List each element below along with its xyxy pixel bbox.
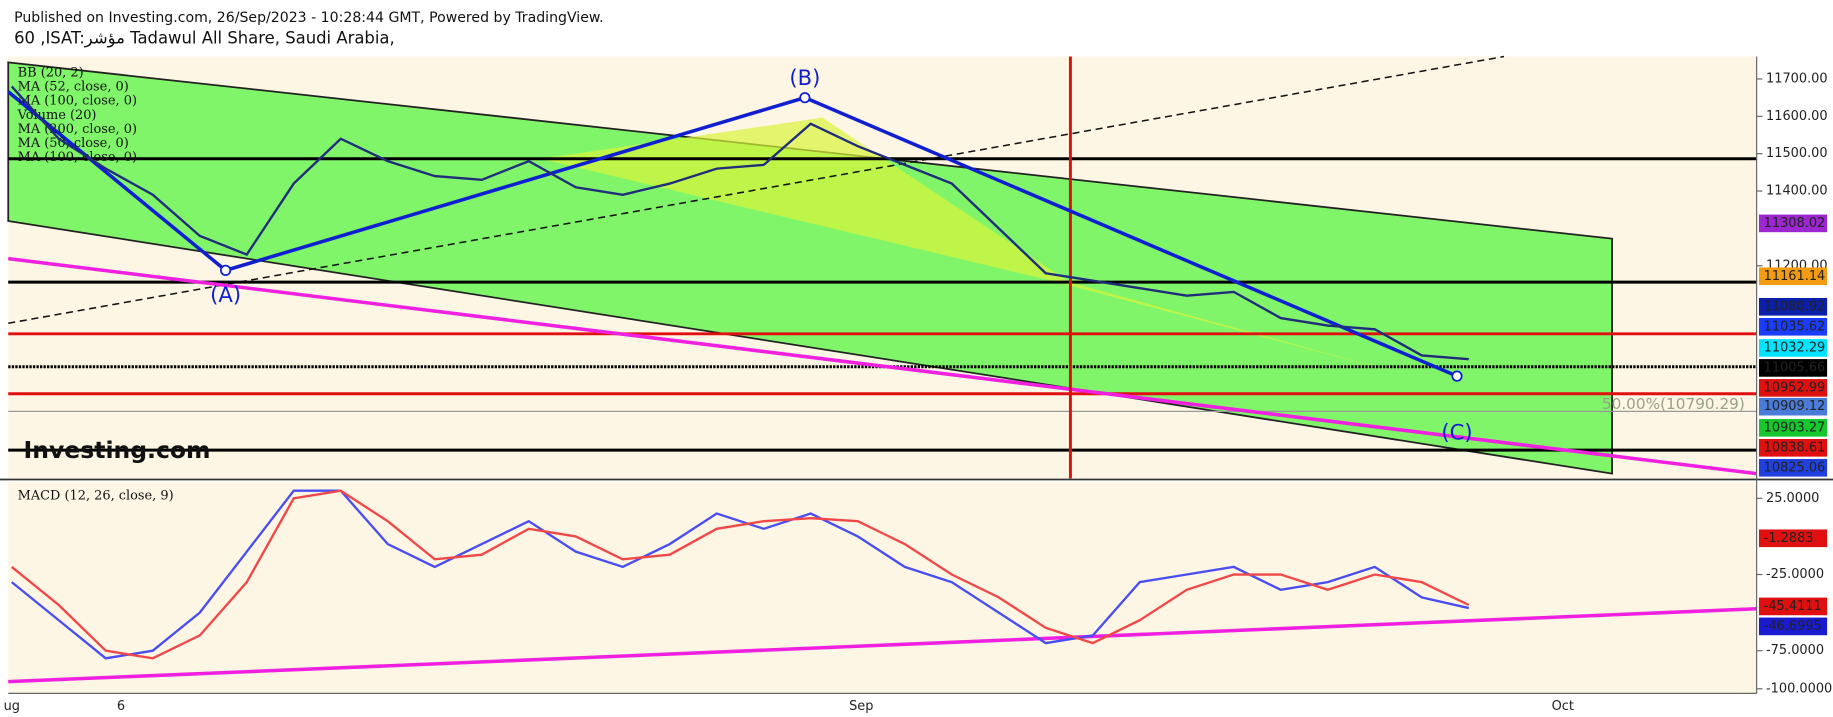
price-tag-label: 11080.92 bbox=[1764, 299, 1826, 314]
macd-line bbox=[11, 489, 1470, 660]
price-tag-label: 10909.12 bbox=[1764, 399, 1826, 414]
macd-pane bbox=[8, 481, 1757, 694]
y-tick-label: -75.0000 bbox=[1766, 643, 1824, 658]
wave-point bbox=[1451, 370, 1463, 382]
watermark: Investing.com bbox=[24, 436, 211, 464]
price-tag bbox=[1758, 419, 1828, 437]
price-tag bbox=[1758, 597, 1828, 616]
price-tag-label: 11161.14 bbox=[1764, 269, 1826, 284]
wave-label: (B) bbox=[789, 65, 820, 90]
price-tag bbox=[1758, 317, 1828, 336]
fib-label: 50.00%(10790.29) bbox=[1602, 395, 1745, 413]
price-tag bbox=[1758, 267, 1828, 286]
price-tag-label: 10952.99 bbox=[1764, 380, 1826, 395]
price-tag bbox=[1758, 339, 1828, 357]
y-tick-label: -100.0000 bbox=[1766, 681, 1832, 696]
y-tick-label: -25.0000 bbox=[1766, 567, 1824, 582]
price-tag bbox=[1758, 458, 1828, 477]
macd-line bbox=[11, 489, 1470, 660]
price-tag-label: 10825.06 bbox=[1764, 460, 1826, 475]
price-tag-label: 11032.29 bbox=[1764, 340, 1826, 355]
y-tick-label: 25.0000 bbox=[1766, 491, 1819, 506]
price-line bbox=[10, 85, 1469, 361]
wave-label: (A) bbox=[210, 282, 241, 307]
price-tag-label: 10903.27 bbox=[1764, 420, 1826, 435]
header: Published on Investing.com, 26/Sep/2023 … bbox=[14, 10, 604, 26]
indicator-label: MA (100, close, 0) bbox=[18, 150, 137, 165]
price-tag bbox=[1758, 214, 1828, 233]
y-tick-label: 11400.00 bbox=[1766, 184, 1828, 199]
indicator-label: MA (52, close, 0) bbox=[18, 80, 129, 95]
price-tag-label: -45.4111 bbox=[1764, 599, 1822, 614]
indicator-label: MA (200, close, 0) bbox=[18, 122, 137, 137]
macd-title: MACD (12, 26, close, 9) bbox=[18, 488, 174, 503]
price-tag-label: 11035.62 bbox=[1764, 319, 1826, 334]
wave-lines bbox=[7, 90, 1458, 378]
y-tick-label: 11500.00 bbox=[1766, 146, 1828, 161]
price-tag bbox=[1758, 529, 1828, 548]
price-tag-label: -46.6995 bbox=[1764, 619, 1822, 634]
y-tick-label: 11600.00 bbox=[1766, 109, 1828, 124]
x-tick-label: Oct bbox=[1552, 699, 1574, 714]
magenta-trend bbox=[8, 256, 1757, 476]
wave-label: (C) bbox=[1441, 420, 1472, 445]
price-tag-label: 11005.66 bbox=[1764, 360, 1826, 375]
price-tag bbox=[1758, 438, 1828, 457]
magenta-trend bbox=[8, 607, 1757, 684]
indicator-label: MA (50, close, 0) bbox=[18, 136, 129, 151]
x-tick-label: ug bbox=[4, 699, 20, 714]
price-tag bbox=[1758, 359, 1828, 377]
title: 60 ,ISAT:مؤشر Tadawul All Share, Saudi A… bbox=[14, 28, 395, 48]
indicator-label: BB (20, 2) bbox=[18, 65, 84, 80]
indicator-label: Volume (20) bbox=[17, 108, 97, 123]
x-tick-label: Sep bbox=[849, 699, 873, 714]
price-tag-label: 10838.61 bbox=[1764, 440, 1826, 455]
dashed-trend bbox=[8, 55, 1505, 325]
x-tick-label: 6 bbox=[117, 699, 125, 714]
price-tag bbox=[1758, 379, 1828, 397]
wave-point bbox=[220, 264, 232, 276]
channel bbox=[7, 61, 1613, 475]
price-tag bbox=[1758, 397, 1828, 416]
price-tag bbox=[1758, 617, 1828, 636]
price-tag-label: -1.2883 bbox=[1764, 531, 1814, 546]
y-tick-label: 11700.00 bbox=[1766, 71, 1828, 86]
triangle-zone bbox=[540, 117, 1410, 377]
price-tag bbox=[1758, 297, 1828, 316]
indicator-label: MA (100, close, 0) bbox=[18, 94, 137, 109]
wave-point bbox=[799, 92, 811, 104]
price-tag-label: 11308.02 bbox=[1764, 216, 1826, 231]
